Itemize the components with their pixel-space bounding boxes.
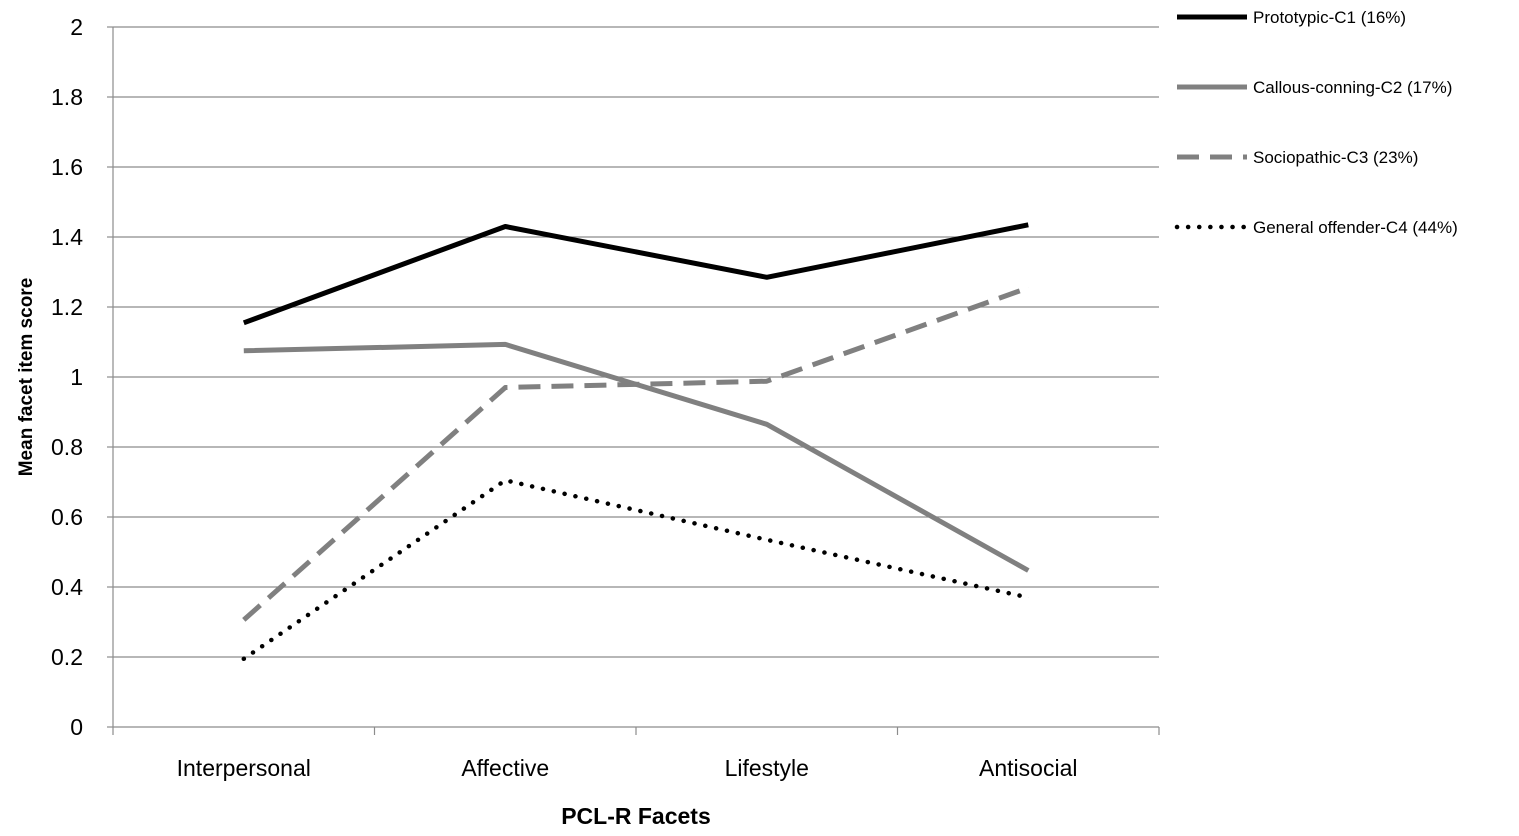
x-tick-label: Affective <box>461 755 549 781</box>
y-tick-label: 1 <box>70 364 83 390</box>
legend-item-2: Callous-conning-C2 (17%) <box>1177 78 1452 97</box>
grid-lines <box>113 27 1159 657</box>
y-tick-label: 0.4 <box>51 574 83 600</box>
y-tick-label: 0 <box>70 714 83 740</box>
x-axis-title: PCL-R Facets <box>561 803 711 829</box>
legend: Prototypic-C1 (16%) Callous-conning-C2 (1… <box>1177 8 1458 237</box>
y-tick-label: 1.2 <box>51 294 83 320</box>
y-tick-label: 0.2 <box>51 644 83 670</box>
x-tick-label: Lifestyle <box>725 755 809 781</box>
y-tick-label: 1.6 <box>51 154 83 180</box>
series-lines <box>244 225 1029 659</box>
legend-label: General offender-C4 (44%) <box>1253 218 1458 237</box>
legend-item-3: Sociopathic-C3 (23%) <box>1177 148 1418 167</box>
y-axis-title: Mean facet item score <box>16 278 37 477</box>
x-tick-label: Interpersonal <box>177 755 311 781</box>
series-line-1 <box>244 225 1029 323</box>
x-tick-label: Antisocial <box>979 755 1077 781</box>
series-line-2 <box>244 344 1029 570</box>
legend-label: Prototypic-C1 (16%) <box>1253 8 1406 27</box>
legend-label: Callous-conning-C2 (17%) <box>1253 78 1452 97</box>
legend-item-1: Prototypic-C1 (16%) <box>1177 8 1406 27</box>
legend-label: Sociopathic-C3 (23%) <box>1253 148 1418 167</box>
axes: 0 0.2 0.4 0.6 0.8 1 1.2 1.4 1.6 1.8 2 Interpersonal… <box>51 14 1159 781</box>
y-tick-label: 1.4 <box>51 224 83 250</box>
y-tick-label: 0.8 <box>51 434 83 460</box>
legend-item-4: General offender-C4 (44%) <box>1177 218 1458 237</box>
y-tick-label: 1.8 <box>51 84 83 110</box>
y-tick-label: 0.6 <box>51 504 83 530</box>
y-tick-label: 2 <box>70 14 83 40</box>
